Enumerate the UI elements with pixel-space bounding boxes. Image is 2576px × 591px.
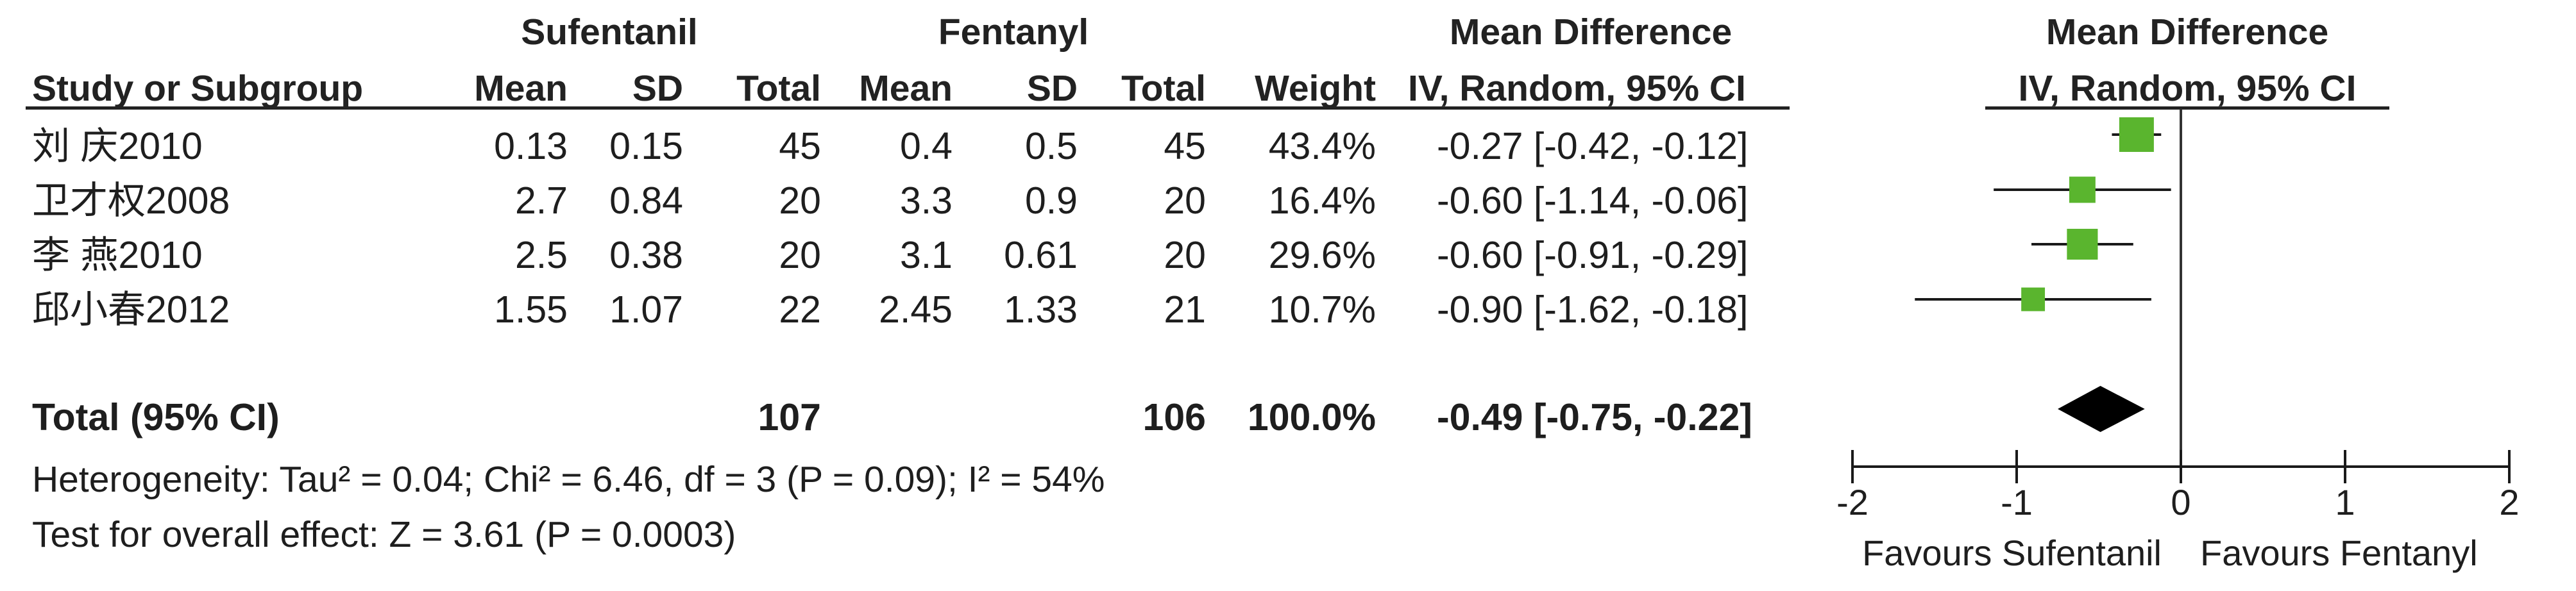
study-ci: -0.60 [-0.91, -0.29] [1437,234,1749,276]
study-name: 李 燕2010 [32,234,203,276]
x-tick-label: 0 [2171,482,2190,522]
study-ci: -0.27 [-0.42, -0.12] [1437,125,1749,167]
study-sd2: 0.5 [1024,125,1078,167]
overall-effect-note: Test for overall effect: Z = 3.61 (P = 0… [32,514,736,555]
x-tick-label: 2 [2499,482,2519,522]
total-n2: 106 [1142,396,1206,438]
sd1-header: SD [632,68,683,109]
pooled-diamond [2058,386,2145,432]
study-sd1: 0.38 [609,234,683,276]
study-total1: 45 [779,125,821,167]
study-name: 刘 庆2010 [32,125,203,167]
study-column-header: Study or Subgroup [32,68,364,109]
weight-header: Weight [1255,68,1376,109]
group2-header: Fentanyl [938,12,1089,53]
study-sd1: 0.15 [609,125,683,167]
study-mean2: 2.45 [879,288,953,331]
study-mean2: 0.4 [899,125,953,167]
total-n1: 107 [758,396,821,438]
total-ci: -0.49 [-0.75, -0.22] [1437,396,1752,438]
study-sd2: 0.9 [1024,179,1078,222]
x-tick-label: -1 [2001,482,2033,522]
study-ci: -0.60 [-1.14, -0.06] [1437,179,1749,222]
study-total2: 20 [1164,234,1206,276]
study-sd2: 0.61 [1004,234,1078,276]
study-ci: -0.90 [-1.62, -0.18] [1437,288,1749,331]
effect-marker [2069,176,2096,203]
effect-marker [2119,117,2154,152]
total1-header: Total [736,68,821,109]
study-total2: 45 [1164,125,1206,167]
study-weight: 16.4% [1268,179,1376,222]
favours-left-label: Favours Sufentanil [1862,533,2162,573]
study-sd2: 1.33 [1004,288,1078,331]
study-total2: 20 [1164,179,1206,222]
study-total1: 20 [779,179,821,222]
effect-marker [2067,228,2098,260]
mean1-header: Mean [474,68,568,109]
total2-header: Total [1121,68,1206,109]
favours-right-label: Favours Fentanyl [2200,533,2478,573]
study-total1: 20 [779,234,821,276]
x-tick-label: 1 [2335,482,2355,522]
study-mean1: 1.55 [494,288,568,331]
effect-marker [2021,287,2046,312]
plot-header-title: Mean Difference [2046,12,2329,53]
total-label: Total (95% CI) [32,396,280,438]
md-header-title: Mean Difference [1449,12,1733,53]
plot-header-divider [1985,106,2389,110]
md-header-subtitle: IV, Random, 95% CI [1408,68,1746,109]
study-mean2: 3.3 [899,179,953,222]
plot-header-subtitle: IV, Random, 95% CI [2018,68,2357,109]
study-name: 卫才权2008 [32,179,230,222]
header-divider [26,106,1790,110]
study-mean1: 2.5 [514,234,568,276]
study-total2: 21 [1164,288,1206,331]
study-total1: 22 [779,288,821,331]
mean2-header: Mean [859,68,953,109]
study-mean2: 3.1 [899,234,953,276]
study-mean1: 2.7 [514,179,568,222]
sd2-header: SD [1026,68,1078,109]
heterogeneity-note: Heterogeneity: Tau² = 0.04; Chi² = 6.46,… [32,459,1105,500]
study-mean1: 0.13 [494,125,568,167]
study-weight: 29.6% [1268,234,1376,276]
total-weight: 100.0% [1247,396,1376,438]
study-name: 邱小春2012 [32,288,230,331]
study-weight: 10.7% [1268,288,1376,331]
group1-header: Sufentanil [521,12,698,53]
study-weight: 43.4% [1268,125,1376,167]
study-sd1: 1.07 [609,288,683,331]
study-sd1: 0.84 [609,179,683,222]
x-tick-label: -2 [1836,482,1868,522]
